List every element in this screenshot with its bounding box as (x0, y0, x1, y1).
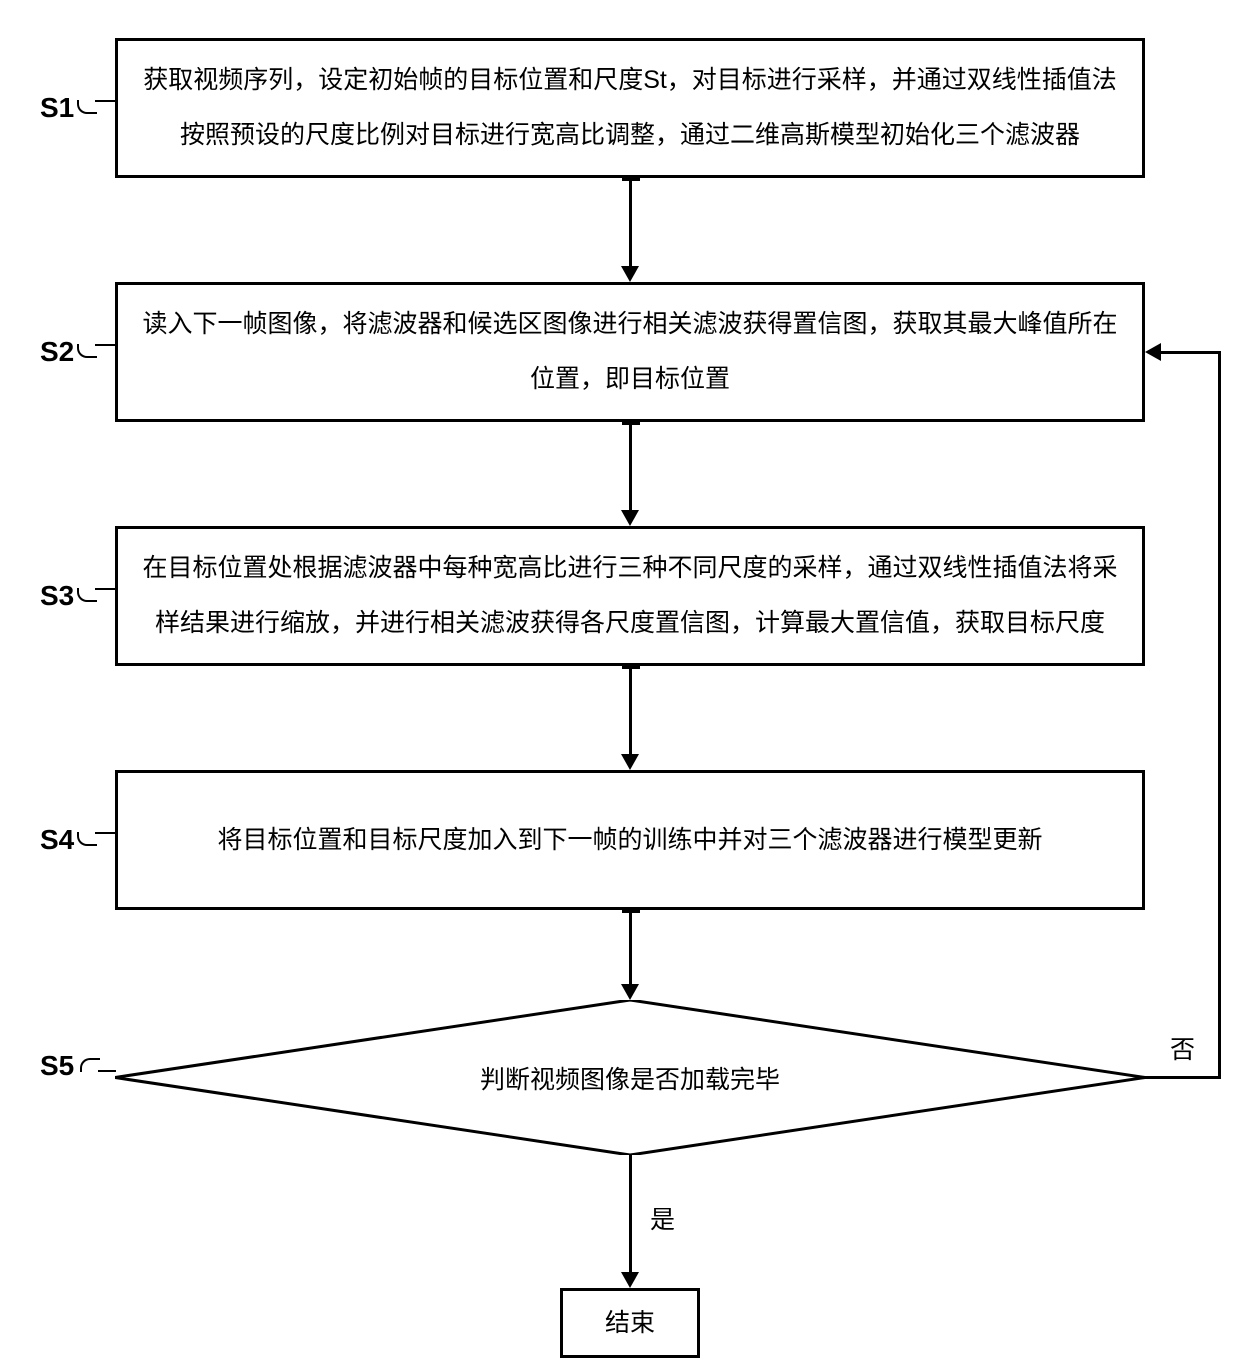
step-s2-line1: 读入下一帧图像，将滤波器和候选区图像进行相关滤波获得置信图，获取其最大峰值所在 (142, 310, 1117, 338)
s4-label-line (95, 832, 115, 834)
step-s3-line2: 样结果进行缩放，并进行相关滤波获得各尺度置信图，计算最大置信值，获取目标尺度 (155, 609, 1105, 637)
s2-label-connector (77, 344, 97, 358)
s2-label-line (95, 344, 115, 346)
loop-head (1145, 343, 1161, 361)
arrow-s2s3-head (621, 510, 639, 526)
step-s2-box: 读入下一帧图像，将滤波器和候选区图像进行相关滤波获得置信图，获取其最大峰值所在 … (115, 282, 1145, 422)
step-s3-label: S3 (40, 580, 74, 612)
arrow-s5end-line (629, 1155, 632, 1272)
step-s1-line1: 获取视频序列，设定初始帧的目标位置和尺度St，对目标进行采样，并通过双线性插值法 (143, 66, 1117, 94)
step-s5-label: S5 (40, 1050, 74, 1082)
step-s2-label: S2 (40, 336, 74, 368)
arrow-s2s3-line (629, 422, 632, 510)
s5-label-connector (80, 1058, 100, 1072)
s5-label-line (98, 1070, 116, 1072)
step-s1-box: 获取视频序列，设定初始帧的目标位置和尺度St，对目标进行采样，并通过双线性插值法… (115, 38, 1145, 178)
arrow-s3s4-line (629, 666, 632, 754)
loop-h1 (1145, 1076, 1220, 1079)
arrow-s4s5-head (621, 984, 639, 1000)
s4-label-connector (77, 832, 97, 846)
arrow-s4s5-line (629, 910, 632, 984)
loop-v (1218, 351, 1221, 1079)
step-s5-text: 判断视频图像是否加载完毕 (480, 1060, 780, 1096)
arrow-s1s2-head (621, 266, 639, 282)
edge-yes-label: 是 (650, 1200, 675, 1236)
s3-label-connector (77, 588, 97, 602)
step-s4-box: 将目标位置和目标尺度加入到下一帧的训练中并对三个滤波器进行模型更新 (115, 770, 1145, 910)
arrow-s5end-head (621, 1272, 639, 1288)
edge-no-label: 否 (1170, 1030, 1195, 1066)
s3-label-line (95, 588, 115, 590)
s1-label-line (95, 100, 115, 102)
step-s2-line2: 位置，即目标位置 (530, 365, 730, 393)
step-s5-diamond: 判断视频图像是否加载完毕 (115, 1000, 1145, 1155)
s1-label-connector (77, 100, 97, 114)
step-s1-line2: 按照预设的尺度比例对目标进行宽高比调整，通过二维高斯模型初始化三个滤波器 (180, 121, 1080, 149)
flowchart-root: 获取视频序列，设定初始帧的目标位置和尺度St，对目标进行采样，并通过双线性插值法… (20, 20, 1220, 1340)
step-s4-text: 将目标位置和目标尺度加入到下一帧的训练中并对三个滤波器进行模型更新 (217, 826, 1042, 854)
step-s3-line1: 在目标位置处根据滤波器中每种宽高比进行三种不同尺度的采样，通过双线性插值法将采 (142, 554, 1117, 582)
end-text: 结束 (605, 1296, 655, 1351)
step-s4-label: S4 (40, 824, 74, 856)
arrow-s3s4-head (621, 754, 639, 770)
end-box: 结束 (560, 1288, 700, 1358)
loop-h2 (1161, 351, 1221, 354)
step-s1-label: S1 (40, 92, 74, 124)
step-s3-box: 在目标位置处根据滤波器中每种宽高比进行三种不同尺度的采样，通过双线性插值法将采 … (115, 526, 1145, 666)
arrow-s1s2-line (629, 178, 632, 266)
